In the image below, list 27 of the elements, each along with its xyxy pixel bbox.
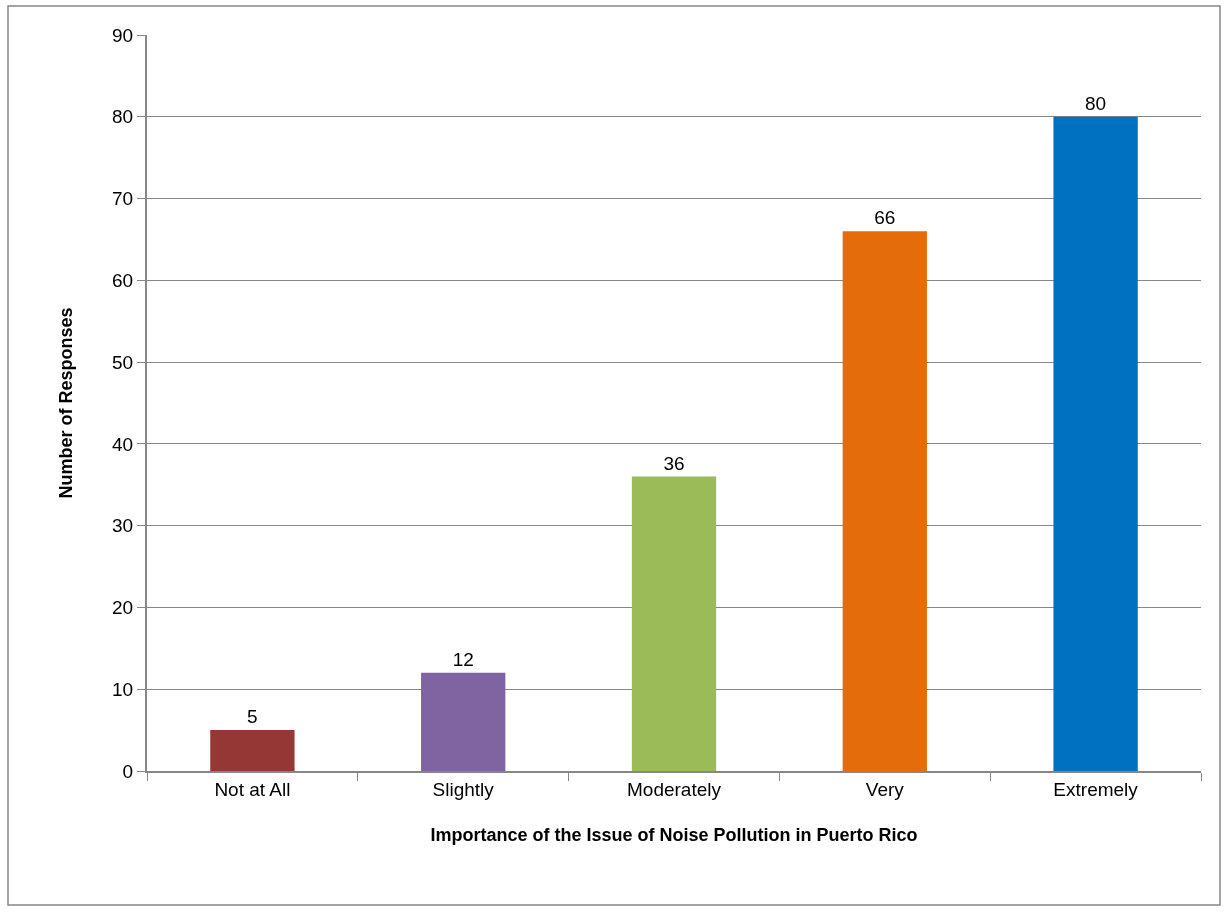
data-label: 36 bbox=[663, 452, 685, 474]
x-tick-label: Slightly bbox=[432, 778, 495, 800]
data-label: 12 bbox=[452, 648, 474, 670]
bar bbox=[1053, 116, 1138, 771]
x-tick-label: Not at All bbox=[214, 778, 291, 800]
data-label: 5 bbox=[247, 706, 258, 728]
y-axis-title: Number of Responses bbox=[55, 307, 76, 499]
bar bbox=[210, 730, 295, 771]
y-tick-label: 50 bbox=[112, 351, 134, 373]
x-tick-label: Moderately bbox=[627, 778, 722, 800]
y-tick-label: 90 bbox=[112, 24, 134, 46]
y-tick-label: 10 bbox=[112, 678, 134, 700]
y-tick-label: 0 bbox=[122, 760, 134, 782]
y-tick-label: 60 bbox=[112, 269, 134, 291]
bar bbox=[631, 476, 717, 771]
bar bbox=[421, 672, 506, 771]
x-tick-label: Very bbox=[865, 778, 905, 800]
y-tick-label: 30 bbox=[112, 515, 134, 537]
y-tick-label: 40 bbox=[112, 433, 134, 455]
x-axis-title: Importance of the Issue of Noise Pollution in Puerto Rico bbox=[430, 825, 918, 846]
data-label: 80 bbox=[1085, 92, 1107, 114]
x-tick-label: Extremely bbox=[1053, 778, 1139, 800]
bar bbox=[842, 231, 927, 771]
data-label: 66 bbox=[874, 207, 896, 229]
y-tick-label: 20 bbox=[112, 597, 134, 619]
y-tick-label: 80 bbox=[112, 106, 134, 128]
y-tick-label: 70 bbox=[112, 188, 134, 210]
